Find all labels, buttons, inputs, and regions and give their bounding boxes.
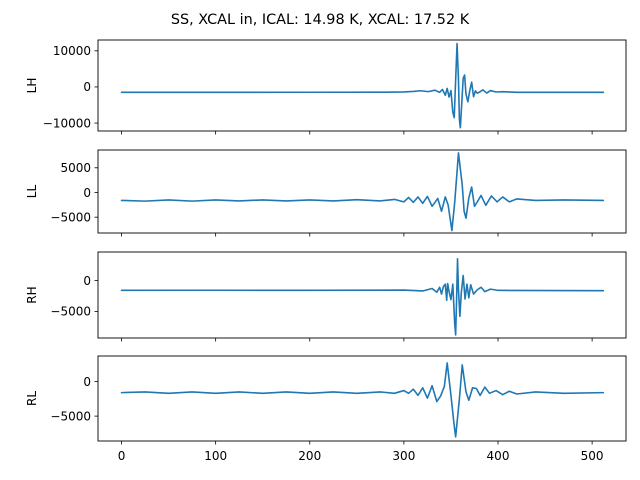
axes-frame: [97, 39, 627, 132]
y-tick-label: 0: [83, 186, 91, 200]
y-tick-label: 0: [83, 274, 91, 288]
x-tick-label: 400: [487, 449, 510, 463]
y-tick-label: 0: [83, 375, 91, 389]
y-tick-label: −5000: [50, 210, 91, 224]
y-tick-label: −10000: [43, 116, 91, 130]
y-tick-label: −5000: [50, 305, 91, 319]
subplot-rl: −5000 0 RL 0 100 200 300 400 500: [25, 355, 627, 463]
x-tick-label: 100: [204, 449, 227, 463]
x-tick-label: 0: [118, 449, 126, 463]
y-tick-label: 0: [83, 80, 91, 94]
subplot-stack: −10000010000LH−500005000LL−50000RH−50000…: [25, 39, 627, 463]
axes-frame: [97, 251, 627, 339]
figure-title: SS, XCAL in, ICAL: 14.98 K, XCAL: 17.52 …: [171, 12, 470, 28]
series-line-lh: [120, 42, 605, 129]
subplot-lh: −10000 0 10000 LH: [25, 39, 627, 135]
axes-frame: [97, 149, 627, 234]
axes-frame: [97, 355, 627, 442]
y-tick-label: −5000: [50, 409, 91, 423]
y-axis-label: LH: [25, 78, 39, 94]
x-tick-label: 200: [298, 449, 321, 463]
subplot-rh: −5000 0 RH: [25, 251, 627, 342]
x-tick-label: 500: [581, 449, 604, 463]
y-axis-label: RL: [25, 391, 39, 406]
y-tick-label: 10000: [53, 44, 91, 58]
y-tick-label: 5000: [60, 161, 91, 175]
y-axis-label: RH: [25, 286, 39, 303]
subplot-ll: −5000 0 5000 LL: [25, 149, 627, 237]
x-tick-label: 300: [392, 449, 415, 463]
y-axis-label: LL: [25, 185, 39, 199]
series-line-rh: [120, 258, 605, 336]
series-line-ll: [120, 152, 605, 232]
series-line-rl: [120, 362, 605, 438]
